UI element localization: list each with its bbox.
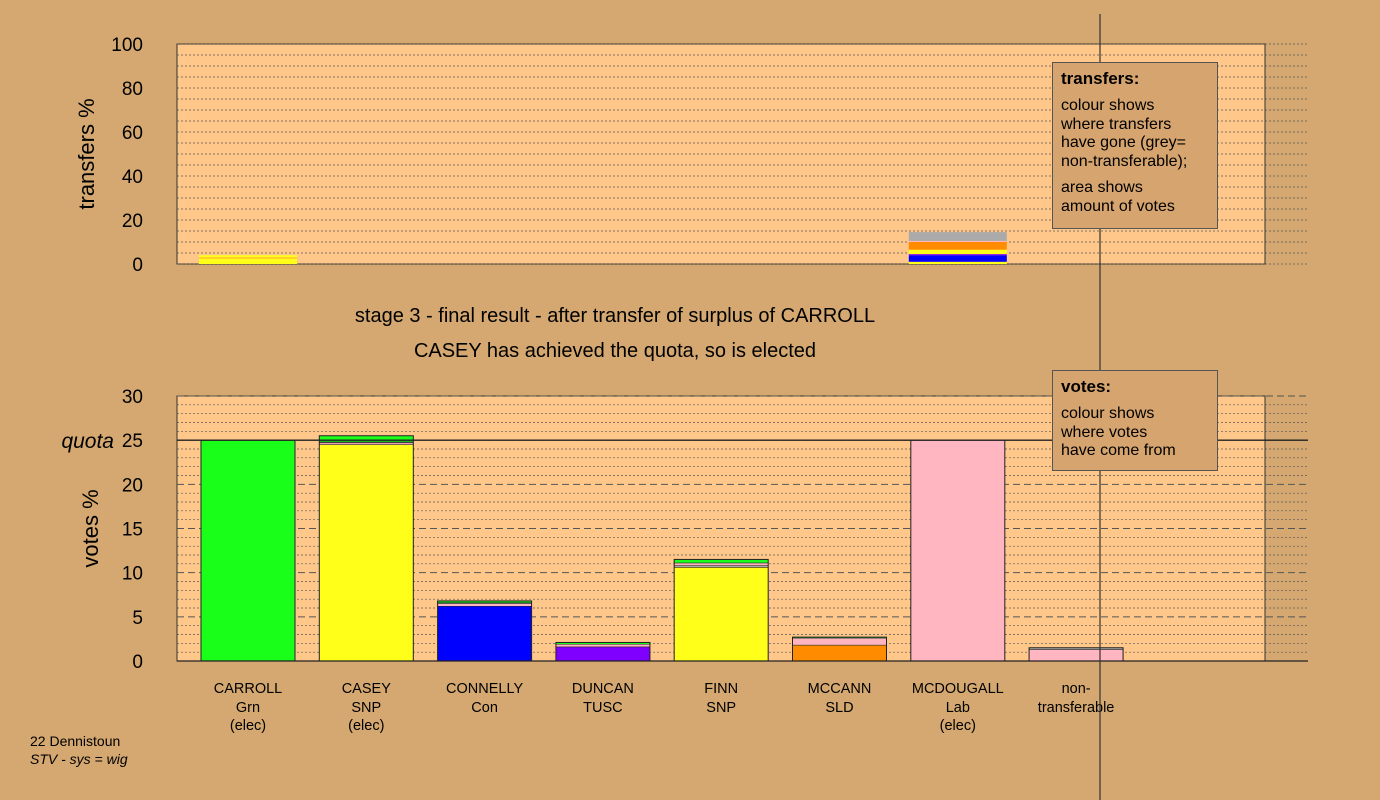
candidate-party-label: SLD [825,700,853,716]
candidate-elected-label: (elec) [230,718,266,734]
candidate-elected-label: (elec) [940,718,976,734]
votes-tick-label: 5 [132,608,143,629]
candidate-name-label: MCDOUGALL [912,681,1004,697]
vote-bar-segment [673,565,769,568]
candidate-name-label: CASEY [342,681,391,697]
candidate-name-label: FINN [704,681,738,697]
vote-bar-segment [319,444,414,662]
candidate-party-label: Lab [946,700,970,716]
transfers-bar-segment [908,254,1007,256]
votes-tick-label: 30 [122,387,143,408]
footer-system: STV - sys = wig [30,751,128,767]
transfers-bar-segment [199,255,297,258]
candidate-party-label: Grn [236,700,260,716]
legend-transfers: transfers: colour shows where transfers … [1052,62,1218,229]
legend-transfers-text-1: colour shows where transfers have gone (… [1061,97,1188,170]
transfers-tick-label: 80 [122,79,143,100]
votes-tick-label: 10 [122,564,143,585]
transfers-bar-segment [908,242,1007,250]
votes-tick-label: 20 [122,475,143,496]
vote-bar-segment [319,442,414,445]
legend-votes-title: votes: [1061,377,1112,396]
stage-caption: stage 3 - final result - after transfer … [354,305,876,327]
candidate-party-label: TUSC [583,700,622,716]
votes-tick-label: 0 [132,652,143,673]
candidate-party-label: Con [471,700,498,716]
candidate-party-label: SNP [706,700,736,716]
candidate-party-label: transferable [1038,700,1115,716]
vote-bar-segment [673,559,769,564]
quota-label: quota [61,430,114,453]
transfers-bar-segment [908,255,1007,262]
vote-bar-segment [437,605,532,662]
candidate-name-label: CONNELLY [446,681,523,697]
candidate-elected-label: (elec) [348,718,384,734]
transfers-bar-segment [908,232,1007,241]
vote-bar-segment [319,435,414,443]
transfers-tick-label: 20 [122,211,143,232]
transfers-bar-segment [199,257,297,259]
votes-tick-label: 15 [122,520,143,541]
vote-bar-segment [1028,649,1124,662]
transfers-axis-label: transfers % [74,98,99,209]
transfers-bar-segment [199,258,297,264]
footer-ward: 22 Dennistoun [30,733,121,749]
votes-tick-label: 25 [122,431,143,452]
vote-bar-segment [555,646,651,662]
transfers-bar-segment [908,249,1007,255]
candidate-name-label: MCCANN [808,681,872,697]
vote-bar-segment [673,562,769,566]
vote-bar-segment [792,637,887,646]
transfers-tick-label: 100 [111,35,143,56]
vote-bar-segment [200,439,296,662]
footer: 22 Dennistoun STV - sys = wig [30,732,128,768]
vote-bar-segment [910,439,1006,662]
candidate-name-label: non- [1062,681,1091,697]
candidate-party-label: SNP [351,700,381,716]
vote-bar-segment [792,644,887,662]
vote-bar-segment [673,567,769,662]
transfers-tick-label: 60 [122,123,143,144]
legend-transfers-text-2: area shows amount of votes [1061,179,1175,215]
legend-votes: votes: colour shows where votes have com… [1052,370,1218,471]
transfers-bar-segment [908,261,1007,264]
transfers-tick-label: 40 [122,167,143,188]
legend-transfers-title: transfers: [1061,69,1140,88]
vote-bar-segment [555,643,651,648]
elected-caption: CASEY has achieved the quota, so is elec… [413,340,817,362]
transfers-bar-segment [908,240,1007,242]
votes-axis-label: votes % [78,489,103,567]
transfers-tick-label: 0 [132,255,143,276]
vote-bar-segment [437,603,532,607]
legend-votes-text-1: colour shows where votes have come from [1061,405,1176,459]
candidate-name-label: CARROLL [214,681,283,697]
candidate-name-label: DUNCAN [572,681,634,697]
